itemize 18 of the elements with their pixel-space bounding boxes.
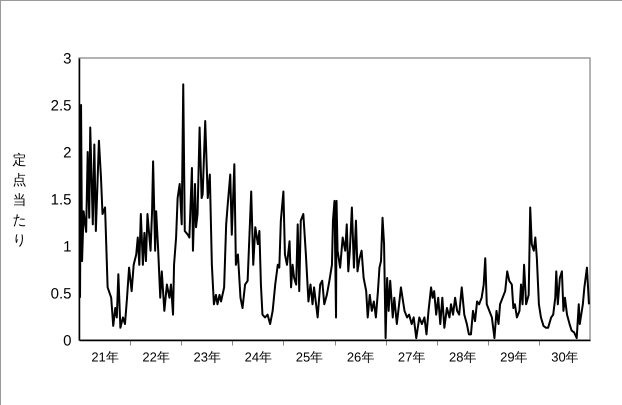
- y-tick-label: 3: [63, 50, 72, 68]
- x-tick-label: 30年: [551, 350, 579, 364]
- x-tick-label: 23年: [194, 350, 221, 364]
- x-tick-label: 21年: [91, 350, 119, 364]
- x-tick-label: 29年: [500, 350, 528, 364]
- y-axis-title: 定点当たり: [12, 152, 26, 248]
- x-tick-label: 22年: [142, 350, 170, 364]
- y-tick-label: 2.5: [50, 98, 72, 114]
- y-tick-label: 0.5: [50, 286, 72, 302]
- x-tick-label: 28年: [449, 350, 476, 364]
- y-tick-label: 0: [63, 332, 72, 350]
- x-tick-label: 26年: [346, 350, 374, 364]
- y-tick-label: 2: [63, 144, 72, 162]
- x-tick-label: 24年: [244, 350, 272, 364]
- y-tick-label: 1: [63, 238, 72, 256]
- y-tick-label: 1.5: [50, 192, 72, 208]
- x-tick-label: 27年: [398, 350, 426, 364]
- x-tick-label: 25年: [296, 350, 324, 364]
